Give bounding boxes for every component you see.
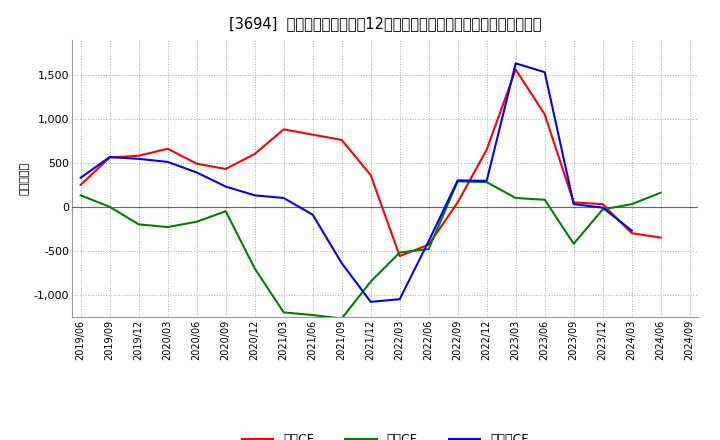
- フリーCF: [76, 175, 85, 180]
- 投資CF: [221, 209, 230, 214]
- 営業CF: [395, 253, 404, 259]
- 営業CF: [308, 132, 317, 137]
- 投資CF: [395, 250, 404, 255]
- 投資CF: [135, 222, 143, 227]
- 営業CF: [482, 147, 491, 152]
- 投資CF: [541, 197, 549, 202]
- 投資CF: [627, 202, 636, 207]
- 営業CF: [598, 202, 607, 207]
- 営業CF: [338, 137, 346, 143]
- Line: 営業CF: 営業CF: [81, 70, 661, 256]
- 営業CF: [221, 166, 230, 172]
- フリーCF: [279, 195, 288, 201]
- 営業CF: [163, 146, 172, 151]
- フリーCF: [163, 159, 172, 165]
- 営業CF: [511, 67, 520, 72]
- フリーCF: [598, 205, 607, 210]
- フリーCF: [482, 178, 491, 183]
- 営業CF: [251, 151, 259, 157]
- 営業CF: [570, 200, 578, 205]
- 営業CF: [454, 200, 462, 205]
- 営業CF: [627, 231, 636, 236]
- 投資CF: [76, 193, 85, 198]
- フリーCF: [105, 154, 114, 160]
- 投資CF: [251, 266, 259, 271]
- 営業CF: [192, 161, 201, 166]
- 営業CF: [135, 153, 143, 158]
- フリーCF: [570, 202, 578, 207]
- フリーCF: [395, 297, 404, 302]
- フリーCF: [135, 156, 143, 161]
- 営業CF: [424, 242, 433, 247]
- 投資CF: [598, 207, 607, 212]
- 投資CF: [482, 180, 491, 185]
- フリーCF: [541, 70, 549, 75]
- 投資CF: [192, 219, 201, 224]
- フリーCF: [251, 193, 259, 198]
- 投資CF: [366, 279, 375, 284]
- フリーCF: [338, 260, 346, 266]
- 投資CF: [338, 316, 346, 321]
- 投資CF: [570, 241, 578, 246]
- フリーCF: [192, 170, 201, 175]
- フリーCF: [366, 299, 375, 304]
- フリーCF: [511, 61, 520, 66]
- フリーCF: [454, 178, 462, 183]
- 投資CF: [424, 246, 433, 252]
- 投資CF: [308, 312, 317, 318]
- 投資CF: [279, 310, 288, 315]
- Line: フリーCF: フリーCF: [81, 63, 631, 302]
- フリーCF: [308, 212, 317, 217]
- 営業CF: [76, 182, 85, 187]
- Title: [3694]  キャッシュフローの12か月移動合計の対前年同期増減額の推移: [3694] キャッシュフローの12か月移動合計の対前年同期増減額の推移: [229, 16, 541, 32]
- 営業CF: [105, 155, 114, 160]
- 投資CF: [454, 179, 462, 184]
- フリーCF: [221, 184, 230, 189]
- 営業CF: [279, 127, 288, 132]
- 営業CF: [366, 172, 375, 178]
- Y-axis label: （百万円）: （百万円）: [19, 161, 30, 195]
- 投資CF: [511, 195, 520, 201]
- フリーCF: [627, 228, 636, 233]
- フリーCF: [424, 238, 433, 244]
- 営業CF: [657, 235, 665, 240]
- 営業CF: [541, 112, 549, 117]
- Legend: 営業CF, 投資CF, フリーCF: 営業CF, 投資CF, フリーCF: [237, 429, 534, 440]
- 投資CF: [105, 204, 114, 209]
- 投資CF: [163, 224, 172, 230]
- 投資CF: [657, 190, 665, 195]
- Line: 投資CF: 投資CF: [81, 181, 661, 319]
